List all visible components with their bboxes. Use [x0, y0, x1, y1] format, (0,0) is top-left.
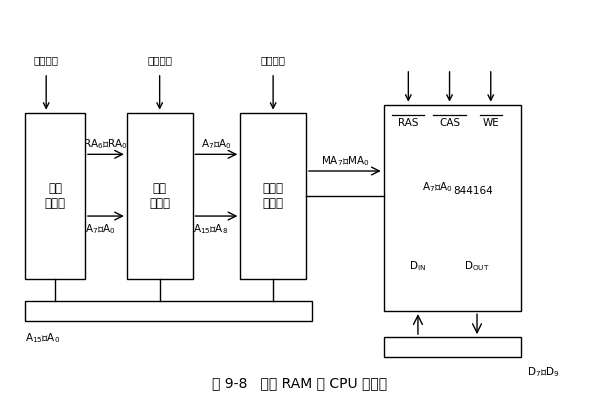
Text: RAS: RAS — [398, 118, 419, 128]
Text: 多路控制: 多路控制 — [260, 55, 286, 65]
Text: 844164: 844164 — [453, 186, 493, 196]
Text: D$_{\rm IN}$: D$_{\rm IN}$ — [409, 259, 427, 273]
Text: A$_7$～A$_0$: A$_7$～A$_0$ — [85, 222, 115, 236]
Bar — [25, 301, 312, 321]
Text: D$_7$～D$_9$: D$_7$～D$_9$ — [527, 365, 559, 379]
Bar — [383, 337, 521, 357]
Text: A$_7$～A$_0$: A$_7$～A$_0$ — [201, 138, 232, 151]
Text: D$_{\rm OUT}$: D$_{\rm OUT}$ — [464, 259, 490, 273]
Text: RA$_6$～RA$_0$: RA$_6$～RA$_0$ — [83, 138, 128, 151]
Text: A$_{15}$～A$_0$: A$_{15}$～A$_0$ — [25, 331, 61, 345]
Bar — [383, 105, 521, 311]
Text: 图 9-8   动态 RAM 与 CPU 的接口: 图 9-8 动态 RAM 与 CPU 的接口 — [212, 376, 388, 390]
Text: A$_{15}$～A$_8$: A$_{15}$～A$_8$ — [193, 222, 228, 236]
Text: WE: WE — [482, 118, 499, 128]
Text: 刷新
多路器: 刷新 多路器 — [149, 182, 170, 210]
Bar — [240, 113, 306, 280]
Text: 刷新
计数器: 刷新 计数器 — [44, 182, 65, 210]
Bar — [25, 113, 85, 280]
Text: 刷新时钟: 刷新时钟 — [34, 55, 59, 65]
Text: A$_7$～A$_0$: A$_7$～A$_0$ — [422, 180, 453, 194]
Bar — [127, 113, 193, 280]
Text: CAS: CAS — [439, 118, 460, 128]
Text: 刷新控制: 刷新控制 — [147, 55, 172, 65]
Text: MA$_7$～MA$_0$: MA$_7$～MA$_0$ — [320, 154, 369, 168]
Text: 行／列
多路器: 行／列 多路器 — [263, 182, 284, 210]
